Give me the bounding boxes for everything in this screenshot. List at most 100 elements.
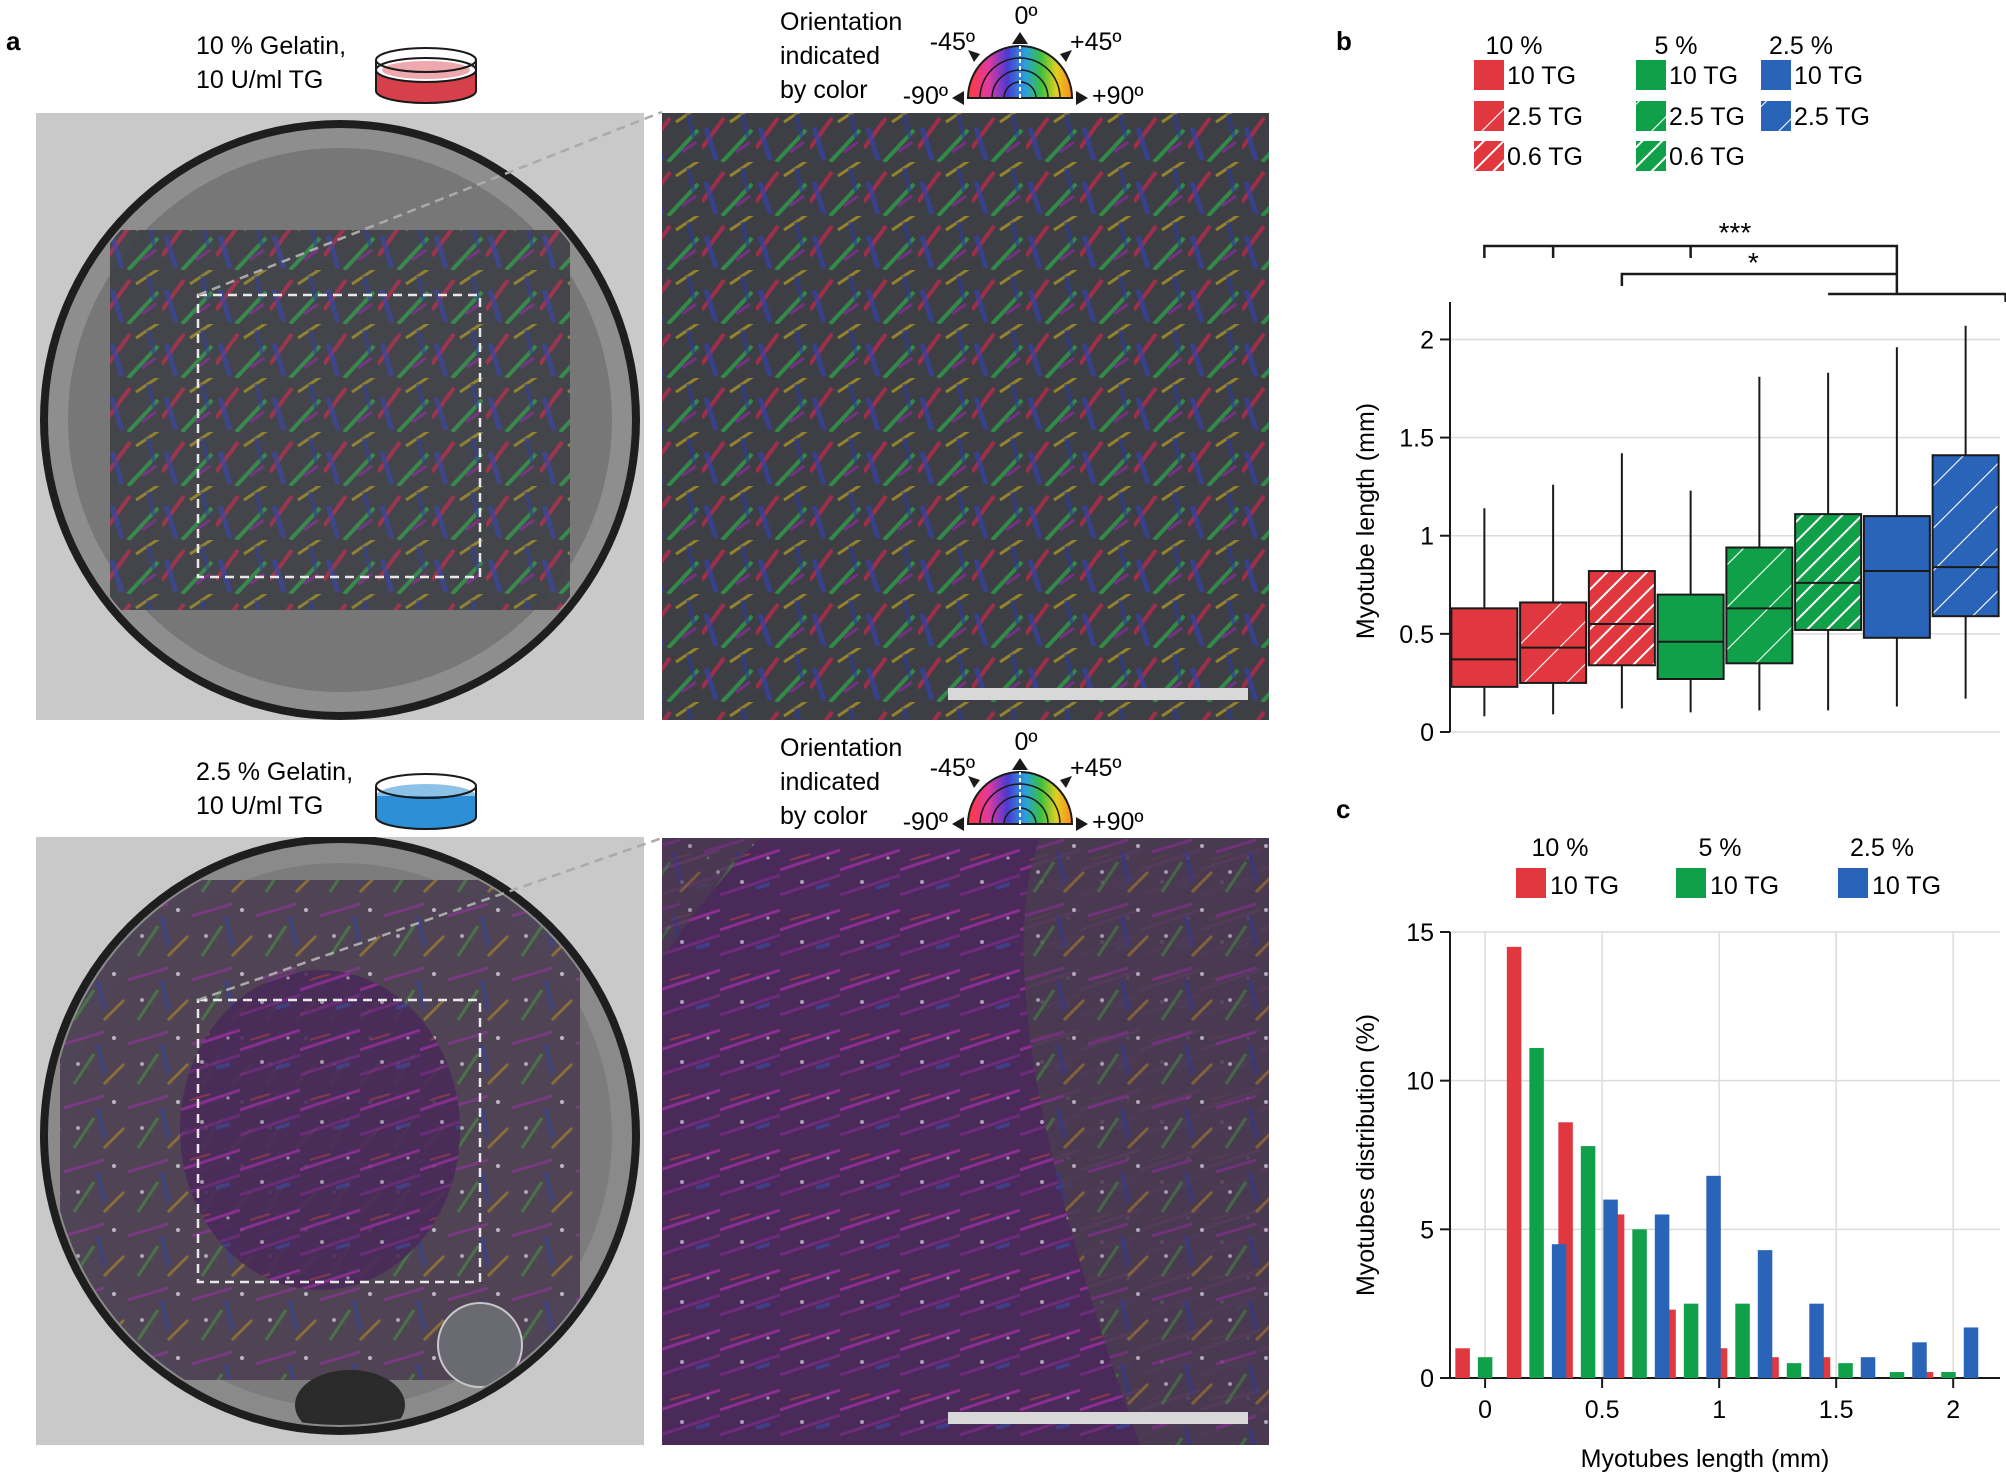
legend-b-swatch bbox=[1474, 60, 1504, 90]
top-gelatin-line1: 10 % Gelatin, bbox=[196, 32, 346, 60]
top-overview-image bbox=[36, 113, 644, 720]
legend-b-label: 10 TG bbox=[1669, 62, 1738, 90]
bottom-deg-minus45: -45º bbox=[930, 754, 975, 782]
bottom-scale-bar bbox=[948, 1412, 1248, 1424]
y-axis-title-c: Myotubes distribution (%) bbox=[1352, 1014, 1380, 1296]
top-orientation-line3: by color bbox=[780, 76, 868, 104]
x-axis-title-c: Myotubes length (mm) bbox=[1581, 1445, 1830, 1473]
legend-c-header: 2.5 % bbox=[1850, 834, 1914, 862]
hist-bar bbox=[1551, 1244, 1567, 1378]
hist-bar bbox=[1838, 1363, 1853, 1378]
legend-b-swatch-hatch bbox=[1636, 141, 1666, 171]
legend-b-swatch-hatch bbox=[1636, 101, 1666, 131]
hist-bar bbox=[1632, 1229, 1647, 1378]
legend-b-label: 2.5 TG bbox=[1794, 103, 1870, 131]
legend-b-header: 5 % bbox=[1654, 32, 1697, 60]
hist-bar bbox=[1786, 1363, 1802, 1378]
legend-b-swatch-hatch bbox=[1761, 101, 1791, 131]
legend-b-label: 0.6 TG bbox=[1669, 143, 1745, 171]
box-iqr bbox=[1451, 608, 1518, 687]
panel-b-boxplot: 0 0.5 1 1.5 2 Myotube length (mm) **** bbox=[1352, 217, 2006, 747]
bottom-orientation-wheel bbox=[952, 758, 1088, 831]
legend-c-label: 10 TG bbox=[1872, 872, 1941, 900]
legend-c-swatch bbox=[1516, 868, 1546, 898]
legend-c-swatch bbox=[1676, 868, 1706, 898]
box-outline bbox=[1794, 513, 1863, 631]
top-orientation-line1: Orientation bbox=[780, 8, 902, 36]
hist-bar bbox=[1477, 1357, 1493, 1378]
legend-b-swatch-hatch bbox=[1474, 141, 1504, 171]
bottom-zoom-connector bbox=[197, 836, 663, 1002]
legend-b-label: 10 TG bbox=[1794, 62, 1863, 90]
y-tick-label-b: 1.5 bbox=[1399, 425, 1434, 453]
box-outline bbox=[1656, 593, 1725, 681]
legend-c-label: 10 TG bbox=[1710, 872, 1779, 900]
x-tick-label-c: 0 bbox=[1478, 1396, 1492, 1424]
box-iqr bbox=[1863, 516, 1930, 638]
legend-b-swatch-hatch bbox=[1474, 101, 1504, 131]
hist-bar bbox=[1735, 1303, 1750, 1378]
box-hatch bbox=[1932, 455, 1999, 617]
bottom-deg-plus90: +90º bbox=[1092, 808, 1144, 836]
hist-bar bbox=[1706, 1175, 1721, 1378]
legend-b-label: 2.5 TG bbox=[1669, 103, 1745, 131]
hist-bar bbox=[1912, 1342, 1927, 1378]
box-hatch bbox=[1520, 602, 1587, 683]
legend-c-header: 10 % bbox=[1532, 834, 1589, 862]
x-tick-label-c: 2 bbox=[1946, 1396, 1960, 1424]
sig-marker-single: * bbox=[1748, 247, 1759, 278]
legend-c-swatch bbox=[1838, 868, 1868, 898]
top-deg-0: 0º bbox=[1014, 2, 1037, 30]
y-tick-label-c: 5 bbox=[1420, 1216, 1434, 1244]
legend-b-label: 0.6 TG bbox=[1507, 143, 1583, 171]
top-deg-minus90: -90º bbox=[903, 82, 948, 110]
bottom-deg-minus90: -90º bbox=[903, 808, 948, 836]
sig-bracket-single bbox=[1620, 272, 1897, 286]
top-orientation-wheel bbox=[952, 32, 1088, 105]
hist-bar bbox=[1757, 1250, 1773, 1378]
y-tick-label-b: 0.5 bbox=[1399, 621, 1434, 649]
legend-b-header: 2.5 % bbox=[1769, 32, 1833, 60]
legend-b-header: 10 % bbox=[1486, 32, 1543, 60]
box-outline bbox=[1587, 570, 1656, 667]
bottom-deg-0: 0º bbox=[1014, 728, 1037, 756]
x-tick-label-c: 1 bbox=[1712, 1396, 1726, 1424]
top-deg-minus45: -45º bbox=[930, 28, 975, 56]
hist-bar bbox=[1963, 1327, 1979, 1378]
top-orientation-line2: indicated bbox=[780, 42, 880, 70]
bottom-gelatin-line1: 2.5 % Gelatin, bbox=[196, 758, 353, 786]
legend-b-swatch bbox=[1636, 60, 1666, 90]
hist-bar bbox=[1580, 1146, 1596, 1378]
hist-bar bbox=[1603, 1199, 1618, 1378]
y-tick-label-b: 1 bbox=[1420, 523, 1434, 551]
box-hatch bbox=[1795, 514, 1862, 630]
box-outline bbox=[1450, 607, 1519, 688]
y-axis-title-b: Myotube length (mm) bbox=[1352, 403, 1380, 639]
top-deg-plus90: +90º bbox=[1092, 82, 1144, 110]
hist-bar bbox=[1506, 946, 1522, 1378]
x-tick-label-c: 0.5 bbox=[1585, 1396, 1620, 1424]
hist-bar bbox=[1529, 1047, 1544, 1378]
legend-b-swatch bbox=[1761, 60, 1791, 90]
y-tick-label-c: 0 bbox=[1420, 1365, 1434, 1393]
bottom-orientation-line1: Orientation bbox=[780, 734, 902, 762]
hist-bar bbox=[1889, 1372, 1905, 1378]
legend-b-label: 2.5 TG bbox=[1507, 103, 1583, 131]
top-deg-plus45: +45º bbox=[1070, 28, 1122, 56]
bottom-gelatin-line2: 10 U/ml TG bbox=[196, 792, 323, 820]
panel-c-legend: 10 % 10 TG 5 % 10 TG 2.5 % 10 TG bbox=[1516, 834, 1941, 900]
bottom-orientation-line3: by color bbox=[780, 802, 868, 830]
sig-bracket-blue bbox=[1828, 292, 2006, 302]
panel-b-label: b bbox=[1336, 26, 1352, 56]
box-outline bbox=[1725, 546, 1794, 665]
top-zoom-image bbox=[662, 113, 1269, 720]
top-scale-bar bbox=[948, 688, 1248, 700]
bottom-orientation-line2: indicated bbox=[780, 768, 880, 796]
legend-c-label: 10 TG bbox=[1550, 872, 1619, 900]
sig-marker-triple: *** bbox=[1719, 217, 1752, 248]
y-tick-label-b: 0 bbox=[1420, 719, 1434, 747]
legend-b-label: 10 TG bbox=[1507, 62, 1576, 90]
hist-bar bbox=[1455, 1348, 1470, 1378]
